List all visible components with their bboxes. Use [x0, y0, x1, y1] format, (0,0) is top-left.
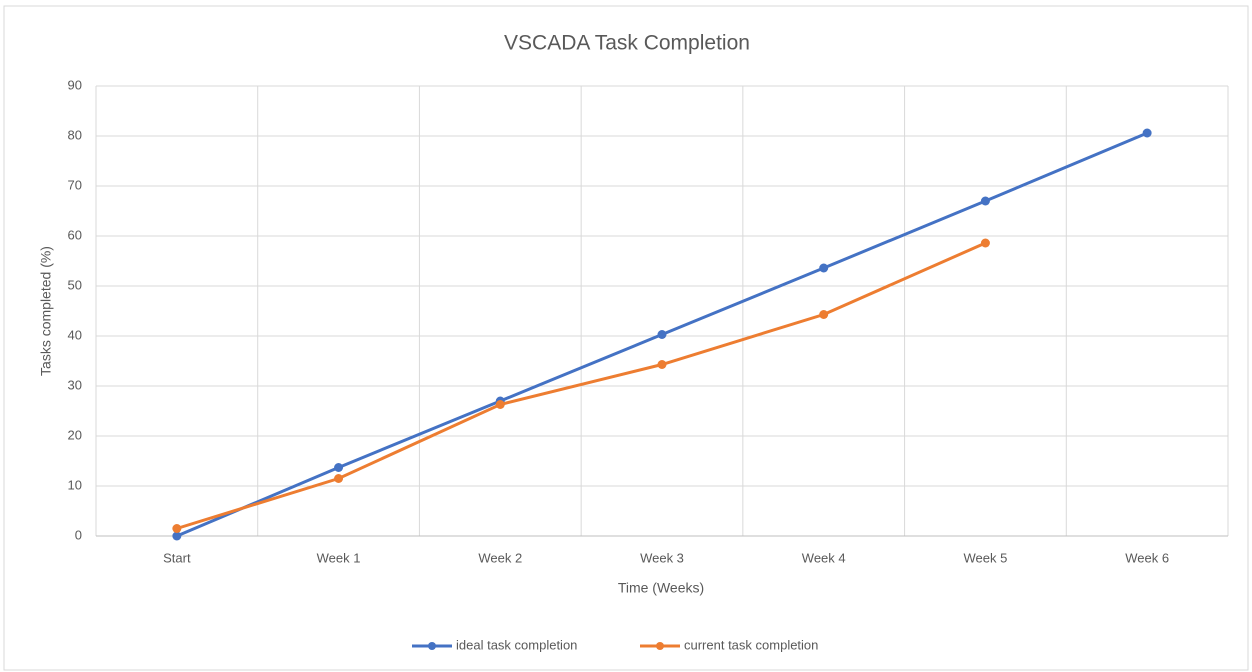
y-tick-label: 50	[68, 277, 82, 292]
data-point	[980, 196, 990, 206]
chart-title: VSCADA Task Completion	[504, 32, 750, 55]
legend-label: current task completion	[684, 637, 818, 652]
data-point	[980, 238, 990, 248]
x-tick-label: Week 2	[478, 550, 522, 565]
y-tick-label: 60	[68, 227, 82, 242]
legend-marker	[428, 642, 436, 650]
y-tick-label: 70	[68, 177, 82, 192]
data-point	[172, 524, 182, 533]
x-tick-label: Week 1	[317, 550, 361, 565]
data-point	[1142, 128, 1152, 138]
chart-frame	[3, 5, 1249, 671]
legend-marker	[656, 642, 664, 650]
x-tick-label: Week 4	[802, 550, 846, 565]
y-tick-label: 90	[68, 77, 82, 92]
x-axis-title: Time (Weeks)	[618, 580, 704, 596]
series-line	[176, 241, 987, 530]
legend-label: ideal task completion	[456, 637, 577, 652]
x-tick-label: Start	[163, 550, 191, 565]
y-tick-label: 80	[68, 127, 82, 142]
x-tick-label: Week 6	[1125, 550, 1169, 565]
data-point	[334, 463, 344, 472]
data-point	[172, 531, 182, 541]
y-tick-label: 0	[75, 527, 82, 542]
y-tick-label: 20	[68, 427, 82, 442]
y-axis-title: Tasks completed (%)	[38, 246, 54, 376]
data-point	[657, 360, 667, 369]
data-point	[334, 474, 344, 483]
x-tick-label: Week 5	[964, 550, 1008, 565]
data-point	[657, 330, 667, 339]
data-point	[819, 310, 829, 319]
data-point	[495, 400, 505, 409]
data-point	[819, 263, 829, 273]
x-tick-label: Week 3	[640, 550, 684, 565]
y-tick-label: 30	[68, 377, 82, 392]
y-tick-label: 40	[68, 327, 82, 342]
y-tick-label: 10	[68, 477, 82, 492]
